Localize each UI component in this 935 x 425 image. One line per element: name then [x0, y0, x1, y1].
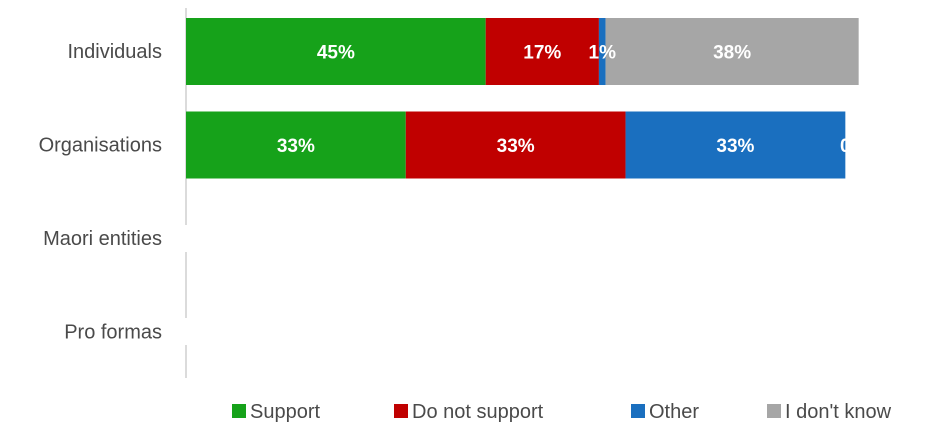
value-label-individuals-support: 45%	[317, 43, 355, 64]
bars	[186, 18, 859, 179]
value-label-organisations-i-don-t-know: 0	[840, 136, 851, 157]
bar-individuals-support	[186, 18, 486, 85]
legend-swatch-support	[232, 404, 246, 418]
category-label-individuals: Individuals	[67, 41, 162, 63]
bar-individuals-i-don-t-know	[605, 18, 859, 85]
legend-swatch-other	[631, 404, 645, 418]
bar-individuals-other	[598, 18, 606, 85]
bar-individuals-do-not-support	[485, 18, 599, 85]
value-label-individuals-i-don-t-know: 38%	[713, 43, 751, 64]
value-labels: 45% 17% 1% 38% 33% 33% 33% 0	[277, 43, 851, 158]
bar-organisations-support	[186, 111, 406, 179]
value-label-individuals-do-not-support: 17%	[523, 43, 561, 64]
bar-organisations-other	[625, 111, 846, 179]
legend-label-i-don-t-know: I don't know	[785, 401, 892, 423]
legend-label-other: Other	[649, 401, 699, 423]
bar-organisations-do-not-support	[405, 111, 626, 179]
legend-label-do-not-support: Do not support	[412, 401, 544, 423]
category-label-pro-formas: Pro formas	[64, 322, 162, 344]
value-label-organisations-other: 33%	[716, 136, 754, 157]
category-label-maori-entities: Maori entities	[43, 228, 162, 250]
legend-swatch-do-not-support	[394, 404, 408, 418]
legend-label-support: Support	[250, 401, 320, 423]
legend-swatch-i-don-t-know	[767, 404, 781, 418]
value-label-organisations-support: 33%	[277, 136, 315, 157]
value-label-individuals-other: 1%	[589, 43, 617, 64]
legend: Support Do not support Other I don't know	[232, 401, 892, 423]
category-label-organisations: Organisations	[39, 135, 162, 157]
category-labels: Individuals Organisations Maori entities Pr…	[39, 41, 162, 344]
value-label-organisations-do-not-support: 33%	[497, 136, 535, 157]
